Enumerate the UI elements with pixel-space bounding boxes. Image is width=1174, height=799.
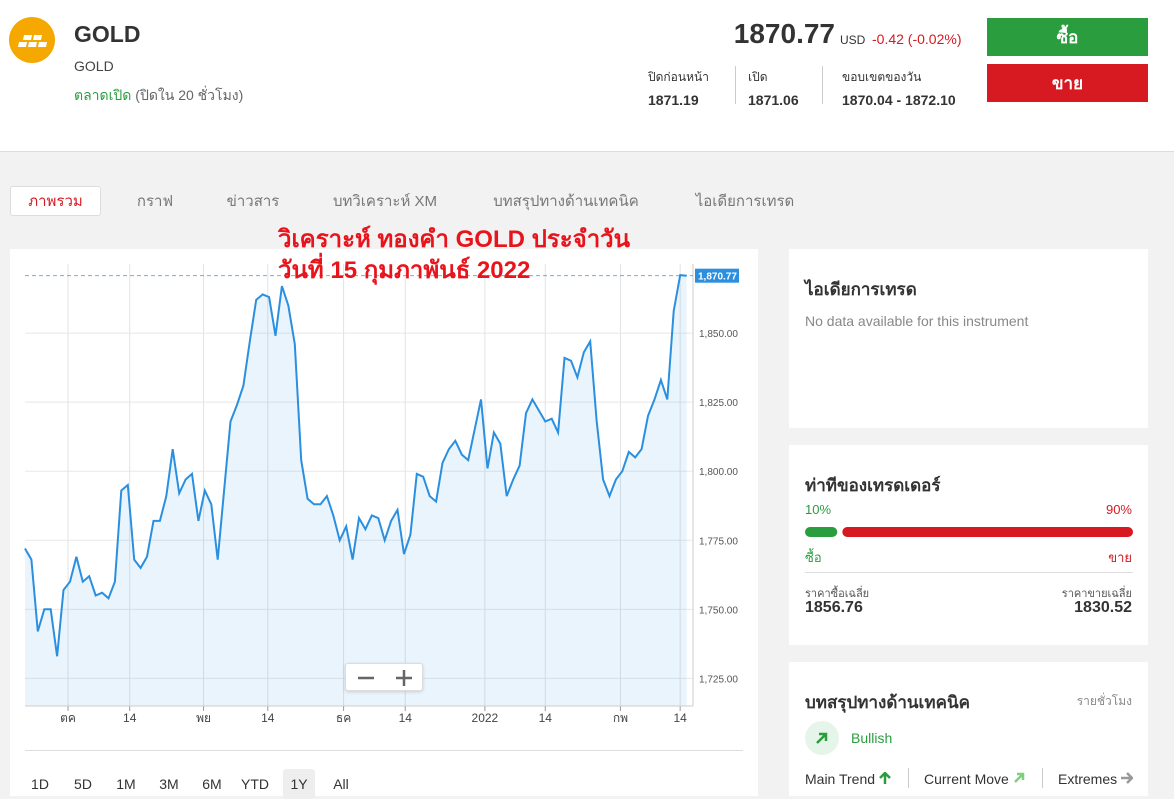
avg-buy-label: ราคาซื้อเฉลี่ย (805, 588, 870, 600)
price: 1870.77 (733, 18, 835, 49)
symbol: GOLD (74, 21, 141, 47)
sentiment-bar (805, 527, 1133, 537)
stat-label: ขอบเขตของวัน (842, 70, 922, 84)
x-tick-label: ตค (60, 711, 76, 725)
x-tick-label: กพ (613, 711, 628, 725)
divider (1042, 768, 1043, 788)
stat-label: เปิด (748, 70, 768, 84)
avg-buy: 1856.76 (805, 599, 863, 616)
tab[interactable]: บทสรุปทางด้านเทคนิค (493, 193, 639, 210)
signal: Bullish (851, 730, 893, 746)
stat: ปิดก่อนหน้า 1871.19 (648, 68, 709, 108)
trend-item: Current Move (924, 771, 1025, 787)
area (25, 275, 687, 706)
y-tick-label: 1,750.00 (699, 605, 738, 616)
sell-pct: 90% (1105, 502, 1132, 517)
y-tick-label: 1,775.00 (699, 536, 738, 547)
x-tick-label: 14 (673, 711, 687, 725)
x-tick-label: พย (196, 711, 211, 725)
stat-value: 1870.04 - 1872.10 (842, 92, 956, 108)
signal-icon (805, 721, 839, 755)
price-label-box (695, 268, 739, 283)
x-tick-label: 2022 (472, 711, 499, 725)
buy-button[interactable]: ซื้อ (987, 18, 1148, 56)
stat: ขอบเขตของวัน 1870.04 - 1872.10 (842, 68, 956, 108)
y-tick-label: 1,800.00 (699, 467, 738, 478)
card-title: บทสรุปทางด้านเทคนิค (805, 693, 970, 712)
zoom-control[interactable] (345, 663, 423, 691)
divider (735, 66, 736, 104)
y-tick-label: 1,825.00 (699, 398, 738, 409)
tab[interactable]: ภาพรวม (10, 186, 101, 216)
x-tick-label: 14 (261, 711, 275, 725)
tab[interactable]: ไอเดียการเทรด (695, 193, 795, 210)
range-button[interactable]: YTD (241, 776, 269, 792)
arrow-icon (879, 771, 891, 784)
arrow-icon (1013, 772, 1024, 783)
x-tick-label: 14 (539, 711, 553, 725)
avg-sell-label: ราคาขายเฉลี่ย (1061, 588, 1132, 600)
ideas-card: ไอเดียการเทรด No data available for this… (789, 249, 1148, 428)
chart-annotation: วิเคราะห์ ทองคำ GOLD ประจำวันวันที่ 15 ก… (278, 224, 630, 286)
y-tick-label: 1,725.00 (699, 674, 738, 685)
header: GOLD GOLD ตลาดเปิด (ปิดใน 20 ชั่วโมง) 18… (0, 0, 1174, 152)
status: ตลาดเปิด (74, 87, 132, 103)
technical-card: บทสรุปทางด้านเทคนิค รายชั่วโมง Bullish M… (789, 662, 1148, 796)
card-title: ไอเดียการเทรด (805, 280, 917, 299)
chart: 1,725.00 1,750.00 1,775.00 1,800.00 1,825.00… (24, 264, 739, 725)
range-button[interactable]: 3M (159, 776, 179, 792)
zoom-icons (358, 670, 412, 686)
item-label: Extremes (1058, 771, 1118, 787)
avg-sell: 1830.52 (1074, 599, 1132, 616)
instrument-name: GOLD (74, 58, 114, 74)
tab[interactable]: ข่าวสาร (226, 193, 280, 210)
line (24, 274, 687, 657)
subtitle: วันที่ 15 กุมภาพันธ์ 2022 (278, 257, 531, 284)
x-tick-label: ธค (336, 711, 351, 725)
buy-bar (805, 527, 838, 537)
card-title: ท่าทีของเทรดเดอร์ (805, 476, 941, 495)
y-tick-label: 1,850.00 (699, 329, 738, 340)
title: วิเคราะห์ ทองคำ GOLD ประจำวัน (278, 226, 631, 253)
price-label: 1,870.77 (698, 272, 737, 283)
trend-item: Extremes (1058, 771, 1134, 787)
stat-value: 1871.06 (748, 92, 799, 108)
range-button[interactable]: All (333, 776, 349, 792)
trend-item: Main Trend (805, 771, 891, 787)
stat-value: 1871.19 (648, 92, 699, 108)
arrow-icon (1121, 772, 1134, 784)
divider (822, 66, 823, 104)
range-button[interactable]: 5D (74, 776, 92, 792)
stat: เปิด 1871.06 (748, 68, 799, 108)
separator (805, 572, 1133, 573)
period: รายชั่วโมง (1076, 694, 1132, 708)
logo (9, 17, 55, 63)
stat-label: ปิดก่อนหน้า (648, 70, 709, 84)
x-tick-label: 14 (399, 711, 413, 725)
range-button[interactable]: 6M (202, 776, 222, 792)
range-button[interactable]: 1D (31, 776, 49, 792)
buy-pct: 10% (805, 502, 832, 517)
item-label: Current Move (924, 771, 1009, 787)
sell-label: ขาย (1108, 550, 1132, 565)
range-button[interactable]: 1M (116, 776, 136, 792)
buy-label: ซื้อ (805, 550, 822, 565)
market-status: ตลาดเปิด (ปิดใน 20 ชั่วโมง) (74, 85, 243, 107)
x-tick-label: 14 (123, 711, 137, 725)
sentiment-card: ท่าทีของเทรดเดอร์ 10% 90% ซื้อ ขาย ราคาซ… (789, 445, 1148, 645)
tab[interactable]: กราฟ (136, 193, 174, 210)
change: -0.42 (-0.02%) (872, 31, 962, 47)
chart-card: 1,725.00 1,750.00 1,775.00 1,800.00 1,825.00… (10, 249, 758, 799)
separator (25, 750, 743, 751)
currency: USD (840, 33, 866, 47)
sell-button[interactable]: ขาย (987, 64, 1148, 102)
sell-bar (842, 527, 1133, 537)
empty-text: No data available for this instrument (805, 313, 1029, 329)
item-label: Main Trend (805, 771, 876, 787)
divider (908, 768, 909, 788)
range-button[interactable]: 1Y (283, 769, 315, 799)
tab[interactable]: บทวิเคราะห์ XM (332, 193, 438, 210)
status-note: (ปิดใน 20 ชั่วโมง) (135, 87, 244, 103)
